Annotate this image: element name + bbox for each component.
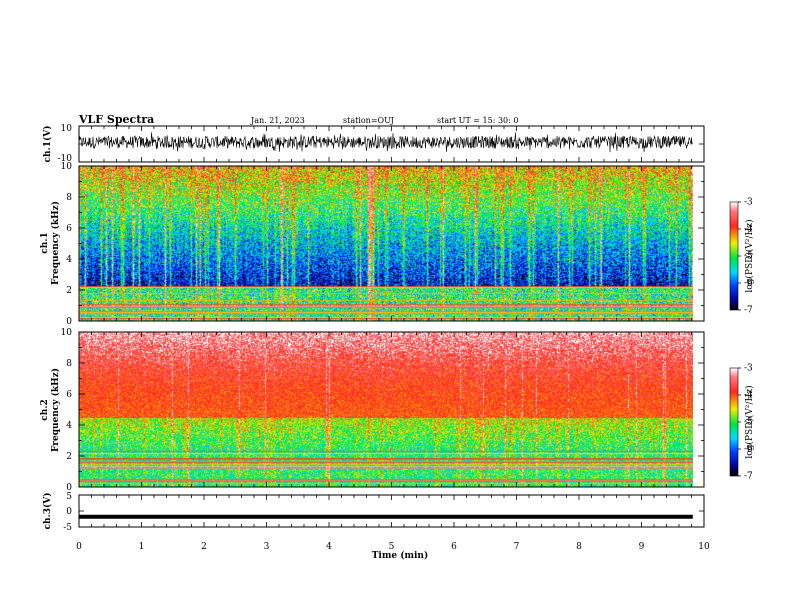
ch1-spectrogram-raster [79,166,693,321]
freq-tick-label: 0 [66,317,72,327]
header-station: station=OUJ [343,116,394,125]
time-tick-label: 3 [264,542,270,552]
ch2-spectrogram-ylabel-ch: ch.2 [40,399,50,420]
colorbar-tick-label: -7 [744,472,753,482]
ch2-spectrogram-ylabel-freq: Frequency (kHz) [50,368,61,452]
freq-tick-label: 4 [66,421,72,431]
freq-tick-label: 6 [66,224,72,234]
ch3-waveform-ticks: 0 [66,494,705,528]
ch1-spectrogram-ylabel-ch: ch.1 [40,232,50,253]
header-start-time: start UT = 15: 30: 0 [437,116,518,125]
ch2-colorbar-label: log(PSD)(V²/Hz) [744,385,755,458]
ch1-waveform-ylabel: ch.1(V) [42,126,53,163]
ch1-ytick-bottom: -10 [58,154,73,164]
freq-tick-label: 10 [61,162,73,172]
time-tick-label: 1 [139,542,145,552]
ch2-spectrogram-raster-wrap [79,332,693,487]
ch2-colorbar: -3 -4 -5 -6 -7 log(PSD)(V²/Hz) [729,364,755,482]
ch1-spectrogram-ylabel-freq: Frequency (kHz) [50,201,61,285]
ch2-spectrogram-raster [79,332,693,487]
colorbar-tick-label: -3 [744,364,753,374]
time-tick-label: 9 [639,542,645,552]
ch3-waveform-trace [79,514,693,519]
time-tick-label: 5 [389,542,395,552]
ch1-waveform-trace [78,132,693,153]
ch2-spectrogram-panel: 0 2 4 6 8 10 ch.2 Frequency (kHz) -3 -4 -5 -6 -7 … [40,328,755,493]
ch3-waveform-ylabel: ch.3(V) [42,493,53,530]
ch1-waveform-panel: 10 -10 ch.1(V) [42,124,705,164]
ch3-waveform-panel: 0 5 -5 ch.3(V) [42,492,705,533]
ch3-ytick-top: 5 [66,492,72,502]
time-tick-label: 4 [326,542,332,552]
freq-tick-label: 6 [66,390,72,400]
time-tick-label: 7 [514,542,520,552]
colorbar-tick-label: -6 [744,445,753,455]
colorbar-tick-label: -5 [744,418,753,428]
freq-tick-label: 4 [66,255,72,265]
ch3-ytick-bottom: -5 [63,523,72,533]
ch1-spectrogram-panel: 0 2 4 6 8 10 ch.1 Frequency (kHz) -3 -4 -5 -6 -7 … [40,162,755,327]
colorbar-tick-label: -5 [744,252,753,262]
time-axis-tick-labels: 0 1 2 3 4 5 6 7 8 9 10 [76,542,710,552]
freq-tick-label: 8 [66,359,72,369]
figure-title: VLF Spectra [78,113,154,126]
ch1-colorbar-label: log(PSD)(V²/Hz) [744,219,755,292]
ch1-colorbar: -3 -4 -5 -6 -7 log(PSD)(V²/Hz) [729,198,755,316]
ch1-freq-ticks: 0 2 4 6 8 10 [61,162,705,327]
time-tick-label: 6 [451,542,457,552]
time-tick-label: 8 [576,542,582,552]
ch1-ytick-top: 10 [61,124,73,134]
freq-tick-label: 0 [66,483,72,493]
time-axis-label: Time (min) [372,550,429,561]
time-tick-label: 2 [201,542,207,552]
ch2-colorbar-wrap [730,368,738,476]
colorbar-tick-label: -7 [744,306,753,316]
header-date: Jan. 21, 2023 [250,116,305,125]
ch2-freq-ticks: 0 2 4 6 8 10 [61,328,705,493]
ch3-ytick-mid: 0 [66,507,72,517]
freq-tick-label: 2 [66,452,72,462]
colorbar-tick-label: -4 [744,225,753,235]
colorbar-tick-label: -3 [744,198,753,208]
ch2-colorbar-ticks: -3 -4 -5 -6 -7 [738,364,753,482]
ch1-waveform-ticks [78,125,705,163]
freq-tick-label: 2 [66,286,72,296]
colorbar-tick-label: -4 [744,391,753,401]
ch1-colorbar-gradient [730,202,738,310]
freq-tick-label: 10 [61,328,73,338]
ch1-colorbar-wrap [730,202,738,310]
ch2-colorbar-gradient [730,368,738,476]
time-tick-label: 0 [76,542,82,552]
freq-tick-label: 8 [66,193,72,203]
time-tick-label: 10 [698,542,710,552]
ch1-colorbar-ticks: -3 -4 -5 -6 -7 [738,198,753,316]
ch1-spectrogram-raster-wrap [79,166,693,321]
colorbar-tick-label: -6 [744,279,753,289]
